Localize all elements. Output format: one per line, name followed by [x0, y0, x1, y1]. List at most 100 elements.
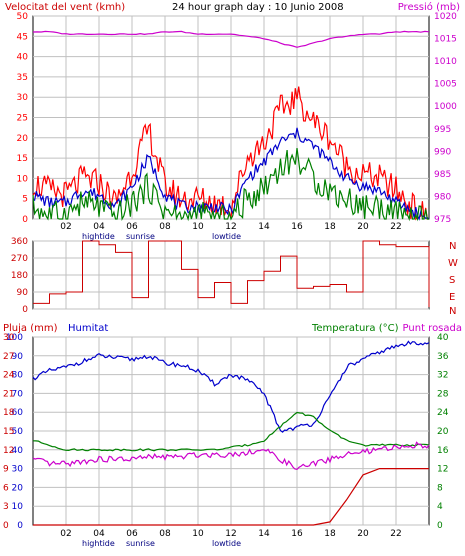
wind-tick-label: 45: [17, 32, 28, 42]
hour-label: 22: [390, 222, 401, 232]
wind-tick-label: 10: [17, 174, 29, 184]
direction-tick-label: 270: [11, 254, 28, 264]
pressure-tick-label: 985: [434, 170, 451, 180]
rain-tick-label: 27: [3, 352, 14, 362]
hour-label: 18: [324, 529, 336, 539]
hour-label: 06: [126, 222, 138, 232]
temperature-tick-label: 40: [437, 333, 449, 343]
humidity-tick-label: 50: [12, 427, 24, 437]
event-sunrise: sunrise: [126, 539, 155, 548]
rain-tick-label: 0: [3, 521, 9, 531]
humidity-series-line: [32, 340, 430, 433]
humidity-tick-label: 90: [12, 352, 24, 362]
humidity-tick-label: 40: [12, 446, 24, 456]
rain-tick-label: 30: [3, 333, 15, 343]
series-layer: [32, 30, 430, 526]
event-lowtide: lowtide: [212, 539, 241, 548]
pressure-tick-label: 1010: [434, 57, 457, 67]
direction-letters: N W S E N: [448, 241, 458, 317]
rain-tick-label: 9: [3, 465, 9, 475]
humidity-tick-label: 30: [12, 465, 24, 475]
rain-tick-label: 15: [3, 427, 14, 437]
rain-tick-label: 18: [3, 408, 15, 418]
hour-label: 12: [225, 529, 236, 539]
humidity-tick-label: 100: [6, 333, 23, 343]
climate-event-axis: hightide sunrise lowtide: [82, 539, 241, 548]
pressure-series-line: [32, 30, 430, 48]
direction-series-line: [33, 240, 430, 308]
direction-letter-n: N: [449, 241, 456, 252]
direction-tick-label: 0: [22, 305, 28, 315]
hour-label: 14: [258, 529, 270, 539]
rain-tick-label: 3: [3, 502, 9, 512]
direction-letter-w: W: [448, 258, 458, 269]
tick-layer: 0510152025303540455097598098599099510001…: [3, 12, 457, 531]
rain-tick-label: 24: [3, 371, 15, 381]
climate-hour-axis: 02 04 06 08 10 12 14 16 18 20 22: [60, 529, 401, 539]
temperature-tick-label: 36: [437, 352, 449, 362]
wind_avg-series-line: [32, 127, 430, 221]
humidity-tick-label: 0: [17, 521, 23, 531]
hour-label: 16: [291, 529, 303, 539]
wind-tick-label: 5: [22, 195, 28, 205]
direction-tick-label: 90: [17, 288, 29, 298]
event-sunrise: sunrise: [126, 232, 155, 241]
temperature-tick-label: 24: [437, 408, 449, 418]
temperature-label: Temperatura (°C): [311, 323, 399, 334]
wind-tick-label: 40: [17, 53, 29, 63]
wind-speed-label: Velocitat del vent (kmh): [5, 2, 125, 13]
rain-tick-label: 12: [3, 446, 14, 456]
pressure-tick-label: 1005: [434, 80, 457, 90]
event-lowtide: lowtide: [212, 232, 241, 241]
dewpoint-label: Punt rosada: [403, 323, 462, 334]
wind-tick-label: 20: [17, 134, 29, 144]
direction-tick-label: 180: [11, 271, 28, 281]
grid-layer: [33, 15, 429, 526]
rain-label: Pluja (mm): [3, 323, 58, 334]
temperature-series-line: [32, 411, 430, 452]
event-hightide: hightide: [82, 539, 115, 548]
hour-label: 08: [159, 222, 171, 232]
pressure-tick-label: 990: [434, 147, 451, 157]
wind-tick-label: 15: [17, 154, 28, 164]
rain-tick-label: 21: [3, 389, 14, 399]
humidity-tick-label: 70: [12, 389, 24, 399]
direction-tick-label: 360: [11, 237, 28, 247]
hour-label: 20: [357, 222, 369, 232]
pressure-tick-label: 1015: [434, 35, 457, 45]
wind-tick-label: 35: [17, 73, 28, 83]
pressure-tick-label: 1020: [434, 12, 457, 22]
wind-event-axis: hightide sunrise lowtide: [82, 232, 241, 241]
hour-label: 18: [324, 222, 336, 232]
rain-tick-label: 6: [3, 483, 9, 493]
hour-label: 02: [60, 529, 71, 539]
temperature-tick-label: 12: [437, 465, 448, 475]
wind-tick-label: 25: [17, 114, 28, 124]
hour-label: 22: [390, 529, 401, 539]
pressure-label: Pressió (mb): [398, 1, 460, 13]
wind_min-series-line: [32, 148, 429, 222]
rain-series-line: [33, 468, 429, 526]
event-hightide: hightide: [82, 232, 115, 241]
hour-label: 06: [126, 529, 138, 539]
temperature-tick-label: 4: [437, 502, 443, 512]
hour-label: 02: [60, 222, 71, 232]
pressure-tick-label: 1000: [434, 102, 457, 112]
hour-label: 20: [357, 529, 369, 539]
direction-letter-e: E: [449, 292, 455, 303]
wind-tick-label: 0: [22, 215, 28, 225]
temperature-tick-label: 28: [437, 389, 449, 399]
pressure-tick-label: 980: [434, 192, 451, 202]
humidity-tick-label: 20: [12, 483, 24, 493]
dewpoint-series-line: [32, 441, 430, 471]
hour-label: 10: [192, 222, 204, 232]
humidity-tick-label: 10: [12, 502, 24, 512]
hour-label: 08: [159, 529, 171, 539]
graph-title: 24 hour graph day : 10 Junio 2008: [172, 2, 344, 13]
pressure-tick-label: 975: [434, 215, 451, 225]
temperature-tick-label: 16: [437, 446, 449, 456]
hour-label: 10: [192, 529, 204, 539]
hour-label: 16: [291, 222, 303, 232]
